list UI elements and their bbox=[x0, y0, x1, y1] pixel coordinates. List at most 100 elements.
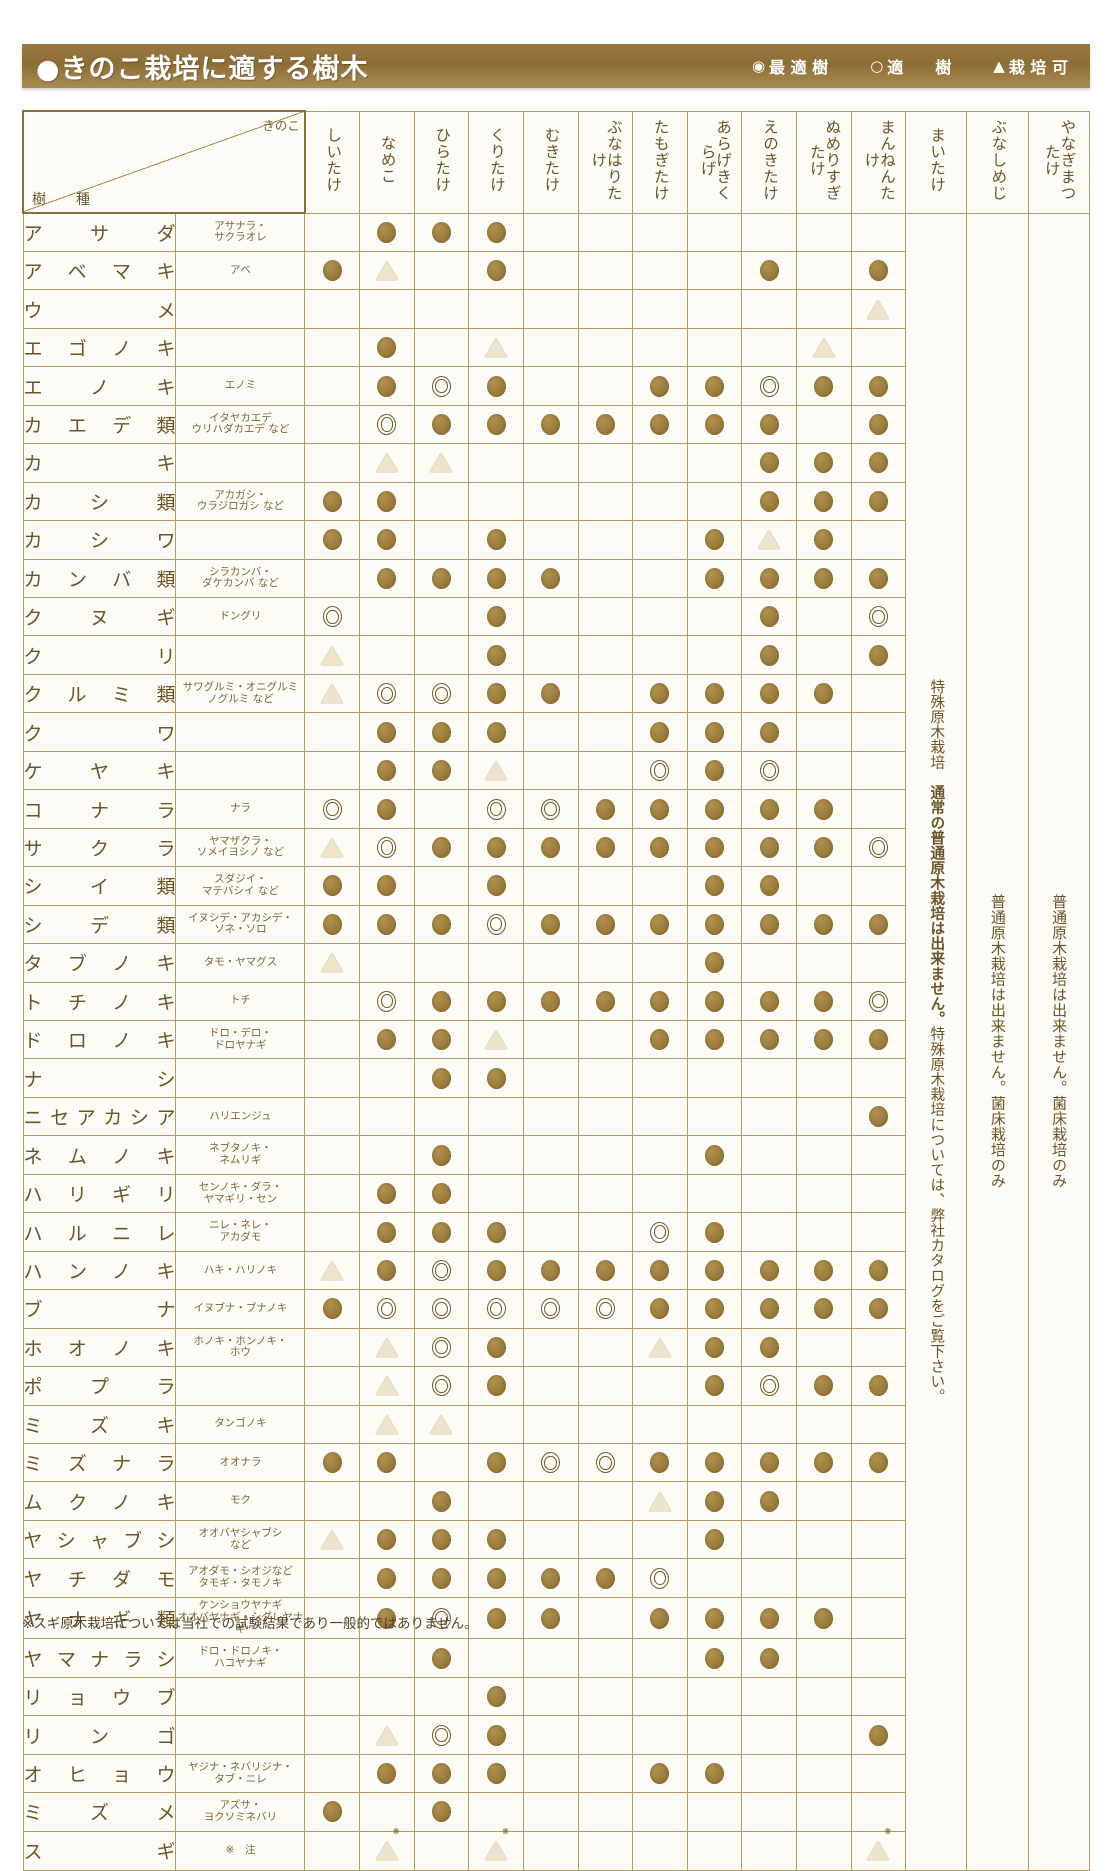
suitability-cell bbox=[469, 251, 524, 289]
mark-good-icon bbox=[432, 683, 451, 704]
suitability-cell bbox=[687, 982, 742, 1020]
suitability-cell bbox=[742, 1597, 797, 1639]
title-bar: ●きのこ栽培に適する樹木 ◉ 最 適 樹 ○ 適 樹 ▲ 栽 培 可 bbox=[22, 44, 1090, 88]
suitability-cell bbox=[360, 636, 415, 674]
mark-best-icon bbox=[650, 414, 669, 435]
note-text: 普通原木栽培は出来ません。菌床栽培のみ bbox=[988, 214, 1007, 1870]
suitability-cell bbox=[360, 1716, 415, 1754]
suitability-cell bbox=[742, 213, 797, 251]
suitability-cell bbox=[414, 1174, 469, 1212]
suitability-cell bbox=[851, 1290, 906, 1328]
suitability-cell bbox=[797, 1754, 852, 1792]
suitability-cell bbox=[851, 1213, 906, 1251]
mark-best-icon bbox=[814, 799, 833, 820]
suitability-cell bbox=[687, 713, 742, 751]
suitability-cell bbox=[360, 1405, 415, 1443]
mark-best-icon bbox=[760, 1029, 779, 1050]
suitability-cell bbox=[578, 905, 633, 943]
tree-alias bbox=[176, 1367, 305, 1405]
tree-species-name: ホオノキ bbox=[23, 1328, 176, 1366]
mark-best-icon bbox=[814, 1029, 833, 1050]
suitability-cell bbox=[578, 1793, 633, 1831]
suitability-cell bbox=[742, 1639, 797, 1677]
suitability-cell bbox=[797, 867, 852, 905]
tree-species-name: シイ類 bbox=[23, 867, 176, 905]
mark-best-icon bbox=[487, 1686, 506, 1707]
suitability-cell bbox=[305, 1213, 360, 1251]
mark-best-icon bbox=[432, 1568, 451, 1589]
mark-good-icon bbox=[541, 1298, 560, 1319]
alias-line: オオバヤシャブシ bbox=[176, 1528, 304, 1540]
mark-best-icon bbox=[377, 722, 396, 743]
suitability-cell bbox=[742, 251, 797, 289]
suitability-cell bbox=[523, 1831, 578, 1870]
mark-best-icon bbox=[869, 260, 888, 281]
alias-line: ネムリギ bbox=[176, 1155, 304, 1167]
mark-best-icon bbox=[432, 1222, 451, 1243]
tree-alias: タモ・ヤマグス bbox=[176, 944, 305, 982]
tree-alias: ナラ bbox=[176, 790, 305, 828]
alias-line: アカダモ bbox=[176, 1232, 304, 1244]
suitability-cell bbox=[742, 713, 797, 751]
suitability-cell bbox=[578, 1213, 633, 1251]
suitability-cell bbox=[797, 1677, 852, 1715]
suitability-cell bbox=[578, 751, 633, 789]
mark-best-icon bbox=[760, 1648, 779, 1669]
suitability-cell bbox=[687, 674, 742, 712]
mark-best-icon bbox=[814, 1260, 833, 1281]
suitability-cell bbox=[414, 1677, 469, 1715]
suitability-cell bbox=[797, 1213, 852, 1251]
suitability-cell bbox=[851, 751, 906, 789]
suitability-cell bbox=[797, 405, 852, 443]
suitability-cell bbox=[851, 521, 906, 559]
suitability-cell bbox=[360, 1136, 415, 1174]
suitability-cell bbox=[797, 751, 852, 789]
mark-best-icon bbox=[432, 568, 451, 589]
suitability-cell bbox=[687, 1136, 742, 1174]
suitability-cell bbox=[742, 1831, 797, 1870]
mark-best-icon bbox=[541, 414, 560, 435]
suitability-cell bbox=[305, 1290, 360, 1328]
suitability-cell bbox=[469, 482, 524, 520]
suitability-cell bbox=[578, 1597, 633, 1639]
suitability-cell bbox=[687, 1559, 742, 1597]
mark-best-icon bbox=[487, 606, 506, 627]
tree-species-name: カシワ bbox=[23, 521, 176, 559]
mark-best-icon bbox=[487, 1260, 506, 1281]
suitability-cell bbox=[305, 636, 360, 674]
tree-alias: ハキ・ハリノキ bbox=[176, 1251, 305, 1289]
mark-best-icon bbox=[869, 1725, 888, 1746]
suitability-cell bbox=[851, 482, 906, 520]
suitability-cell bbox=[414, 1213, 469, 1251]
suitability-cell bbox=[633, 1559, 688, 1597]
suitability-cell bbox=[797, 1021, 852, 1059]
mark-best-icon bbox=[377, 529, 396, 550]
mark-best-icon bbox=[869, 414, 888, 435]
tree-alias: イタヤカエデウリハダカエデ など bbox=[176, 405, 305, 443]
suitability-cell bbox=[851, 213, 906, 251]
suitability-cell bbox=[469, 444, 524, 482]
tree-alias: ドロ・ドロノキ・ハコヤナギ bbox=[176, 1639, 305, 1677]
tree-species-name: サクラ bbox=[23, 828, 176, 866]
suitability-cell bbox=[469, 1559, 524, 1597]
suitability-cell bbox=[851, 944, 906, 982]
mark-good-icon bbox=[541, 1452, 560, 1473]
mark-good-icon bbox=[487, 914, 506, 935]
mark-best-icon bbox=[377, 914, 396, 935]
alias-line: サクラオレ bbox=[176, 232, 304, 244]
suitability-cell bbox=[851, 1482, 906, 1520]
mark-best-icon bbox=[650, 376, 669, 397]
suitability-cell bbox=[633, 444, 688, 482]
tree-species-name: ミズキ bbox=[23, 1405, 176, 1443]
mark-good-icon bbox=[377, 414, 396, 435]
suitability-cell bbox=[633, 944, 688, 982]
mark-best-icon bbox=[705, 683, 724, 704]
suitability-cell bbox=[305, 905, 360, 943]
suitability-cell bbox=[305, 828, 360, 866]
mark-best-icon bbox=[596, 991, 615, 1012]
alias-line: エノミ bbox=[176, 380, 304, 392]
tree-alias: ヤジナ・ネバリジナ・タブ・ニレ bbox=[176, 1754, 305, 1792]
mark-good-icon bbox=[323, 606, 342, 627]
mark-best-icon bbox=[487, 376, 506, 397]
legend-possible-label: 栽 培 可 bbox=[1009, 54, 1068, 78]
